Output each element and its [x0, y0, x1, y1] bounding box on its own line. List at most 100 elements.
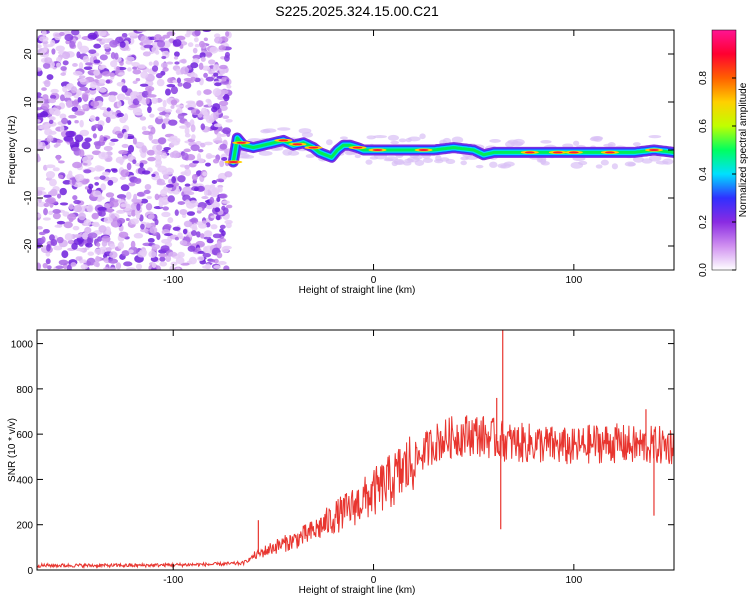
spectrogram-noise-cell [94, 248, 104, 255]
spectrogram-noise-cell [175, 267, 181, 270]
spectrogram-noise-cell [42, 217, 51, 221]
spectrogram-noise-cell [179, 209, 188, 215]
snr-x-label: Height of straight line (km) [299, 585, 416, 596]
spectrogram-noise-cell [213, 265, 221, 269]
spectrogram-noise-cell [108, 141, 116, 146]
spectrogram-noise-cell [60, 72, 66, 76]
spectrogram-noise-cell [68, 203, 74, 210]
spectrogram-noise-cell [118, 149, 128, 155]
spectrogram-noise-cell [148, 133, 153, 141]
spectrogram-peak-spot [524, 151, 535, 154]
spectrogram-noise-cell [179, 164, 186, 168]
spectrogram-noise-cell [85, 178, 90, 183]
spectrogram-noise-cell [93, 69, 101, 76]
spectrogram-noise-cell [48, 119, 54, 124]
spectrogram-noise-cell [98, 151, 109, 160]
spectrogram-noise-cell [216, 252, 223, 259]
spectrogram-haze-cell [611, 163, 618, 170]
spectrogram-haze-cell [540, 140, 552, 144]
spectrogram-noise-cell [56, 220, 66, 225]
spectrogram-noise-cell [130, 240, 136, 249]
spectrogram-noise-cell [187, 245, 196, 252]
spectrogram-noise-cell [52, 167, 60, 172]
spectrogram-noise-cell [183, 148, 191, 153]
spectrogram-noise-cell [41, 103, 50, 110]
spectrogram-haze-cell [489, 161, 498, 168]
spectrogram-noise-cell [205, 98, 211, 103]
spectrogram-noise-cell [149, 113, 155, 118]
spectrogram-noise-cell [133, 232, 144, 239]
spectrogram-peak-spot [236, 141, 247, 144]
spectrogram-haze-cell [497, 163, 512, 169]
spectrogram-noise-cell [62, 51, 71, 60]
spectrogram-noise-cell [101, 71, 112, 77]
spectrogram-x-label: Height of straight line (km) [299, 285, 416, 296]
spectrogram-noise-cell [144, 184, 152, 191]
spectrogram-noise-cell [177, 113, 185, 120]
spectrogram-noise-cell [193, 187, 199, 192]
spectrogram-noise-cell [73, 99, 79, 108]
spectrogram-noise-cell [190, 62, 199, 69]
spectrogram-noise-cell [87, 232, 98, 239]
spectrogram-noise-cell [43, 202, 50, 208]
spectrogram-noise-cell [98, 225, 107, 233]
spectrogram-noise-cell [213, 64, 220, 72]
spectrogram-noise-cell [187, 42, 194, 48]
spectrogram-noise-cell [147, 106, 152, 114]
spectrogram-noise-cell [45, 258, 51, 265]
spectrogram-noise-cell [75, 256, 83, 261]
spectrogram-noise-cell [125, 217, 130, 222]
spectrogram-noise-cell [97, 206, 107, 212]
spectrogram-haze-cell [475, 164, 484, 169]
spectrogram-noise-cell [222, 127, 231, 135]
spectrogram-noise-cell [105, 226, 111, 235]
spectrogram-noise-cell [160, 62, 168, 69]
spectrogram-noise-cell [115, 66, 120, 74]
spectrogram-noise-cell [142, 130, 151, 136]
spectrogram-noise-cell [214, 36, 223, 44]
spectrogram-noise-cell [81, 232, 89, 240]
spectrogram-peak-spot [372, 149, 383, 151]
spectrogram-noise-cell [177, 82, 183, 87]
spectrogram-y-tick-label: 0 [23, 147, 34, 153]
spectrogram-noise-cell [76, 88, 82, 97]
spectrogram-noise-cell [99, 54, 108, 61]
spectrogram-noise-cell [209, 196, 215, 204]
spectrogram-haze-cell [404, 158, 414, 163]
spectrogram-noise-cell [105, 247, 112, 252]
spectrogram-noise-cell [184, 164, 190, 170]
spectrogram-noise-cell [94, 182, 100, 186]
spectrogram-haze-cell [262, 128, 277, 133]
spectrogram-noise-cell [63, 221, 73, 229]
spectrogram-noise-cell [132, 69, 142, 75]
spectrogram-noise-cell [213, 123, 222, 128]
spectrogram-x-tick-label: 100 [565, 275, 582, 286]
spectrogram-noise-cell [90, 100, 100, 107]
snr-y-tick-label: 800 [16, 385, 33, 396]
spectrogram-noise-cell [159, 261, 168, 267]
spectrogram-noise-cell [70, 262, 77, 267]
spectrogram-noise-cell [110, 138, 119, 142]
spectrogram-noise-cell [117, 241, 125, 250]
spectrogram-noise-cell [164, 167, 174, 175]
spectrogram-noise-cell [87, 32, 98, 40]
spectrogram-noise-cell [136, 203, 141, 211]
spectrogram-noise-cell [103, 145, 113, 152]
spectrogram-noise-cell [205, 51, 213, 58]
spectrogram-y-tick-label: -20 [23, 238, 34, 253]
spectrogram-haze-cell [649, 155, 662, 162]
spectrogram-haze-cell [247, 138, 262, 142]
spectrogram-noise-cell [203, 72, 208, 78]
spectrogram-noise-cell [115, 262, 122, 270]
spectrogram-noise-cell [132, 80, 138, 85]
spectrogram-noise-cell [98, 87, 107, 93]
spectrogram-noise-cell [161, 211, 171, 218]
spectrogram-noise-cell [48, 98, 57, 104]
spectrogram-peak-spot [552, 151, 563, 154]
spectrogram-noise-cell [78, 78, 87, 83]
spectrogram-noise-cell [197, 148, 204, 153]
spectrogram-peak-spot [568, 151, 579, 154]
spectrogram-noise-cell [61, 250, 69, 259]
spectrogram-noise-cell [139, 116, 147, 121]
